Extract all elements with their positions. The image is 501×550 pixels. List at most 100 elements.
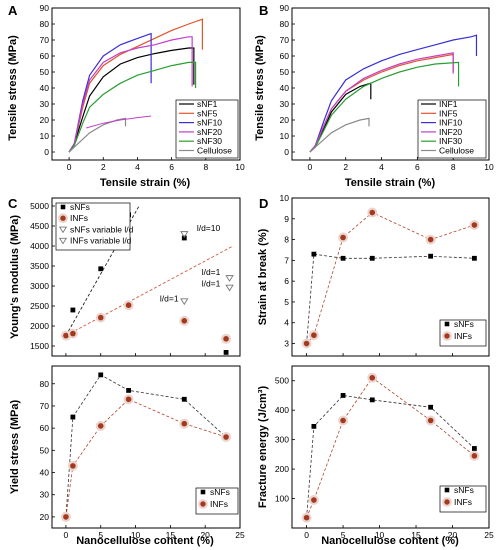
data-point-INFs [125, 396, 132, 403]
data-point-INFs variable l/d [225, 284, 234, 292]
series-line-INFs [306, 212, 475, 344]
y-tick-label: 10 [280, 193, 290, 203]
series-line-INF30 [309, 61, 460, 153]
legend-label: Cellulose [439, 146, 474, 156]
x-tick-label: 10 [235, 162, 245, 172]
series-line-sNFs [65, 374, 227, 517]
data-point-INFs variable l/d [225, 275, 234, 282]
data-point-INFs [223, 434, 229, 440]
x-tick-label: 15 [411, 530, 421, 540]
x-tick-label: 25 [235, 530, 245, 540]
series-line-sNF20 [68, 36, 193, 153]
series-line-Cellulose [68, 117, 127, 153]
data-point-sNFs [472, 255, 477, 261]
data-point-INFs variable l/d [180, 298, 189, 306]
y-tick-label: 40 [40, 468, 50, 478]
plot-frame [51, 365, 241, 529]
panel-letter: C [8, 196, 18, 211]
data-point-sNFs [98, 266, 104, 272]
panel-5: 100 200 300 400 500 0 5 10 15 20 25 Nanocellulose c… [257, 365, 494, 547]
legend-box [175, 99, 239, 159]
y-axis-title: Tensile stress (MPa) [254, 35, 266, 141]
legend: sNFs INFs [195, 487, 239, 515]
legend-marker-INFs [444, 333, 450, 339]
y-tick-label: 0 [44, 147, 49, 157]
x-tick-label: 0 [308, 162, 313, 172]
data-point-INFs [70, 463, 76, 469]
legend-label: sNF20 [197, 127, 222, 137]
x-tick-label: 5 [98, 530, 103, 540]
x-tick-label: 2 [343, 162, 348, 172]
legend-label: INF20 [439, 127, 462, 137]
legend-label: sNFs [70, 202, 90, 212]
x-tick-label: 10 [484, 162, 494, 172]
legend-marker-sNFs variable l/d [58, 226, 68, 234]
series-line-sNF1 [68, 47, 195, 153]
x-axis-title: Nanocellulose content (%) [321, 535, 459, 547]
y-tick-label: 50 [40, 445, 50, 455]
data-point-sNFs [340, 393, 346, 398]
data-point-INFs [340, 417, 346, 424]
plot-frame [291, 365, 490, 529]
data-point-INFs [63, 332, 69, 339]
legend-label: sNF30 [197, 136, 222, 146]
legend-label: sNF1 [197, 99, 218, 109]
legend-marker-sNFs [444, 321, 450, 327]
legend-label: INF10 [439, 118, 462, 128]
panel-1: 0 10 20 30 40 50 60 70 80 90 0 2 4 6 8 10 Tensile strain… [254, 3, 494, 189]
panel-2: 1500 2000 2500 3000 3500 4000 4500 5000 Young's … [8, 196, 241, 357]
data-point-sNFs [181, 396, 187, 402]
data-point-sNFs [70, 414, 76, 420]
x-tick-label: 5 [341, 530, 346, 540]
data-point-INFs [125, 302, 132, 309]
legend-label: INF30 [439, 136, 462, 146]
annotation-label: l/d=1 [202, 278, 221, 288]
y-axis-title: Young's modulus (MPa) [9, 215, 21, 339]
legend-label: sNFs [210, 487, 230, 497]
y-tick-label: 5 [284, 297, 289, 307]
y-tick-label: 60 [280, 51, 290, 61]
legend-box [417, 99, 487, 159]
data-point-sNFs [472, 446, 477, 451]
y-tick-label: 70 [280, 35, 290, 45]
y-tick-label: 20 [280, 115, 290, 125]
series-line-sNF10 [68, 32, 152, 153]
data-point-INFs [97, 314, 104, 321]
data-point-sNFs [70, 307, 76, 313]
panel-letter: D [259, 196, 268, 211]
legend: sNFs INFs [439, 319, 487, 347]
y-tick-label: 4 [284, 318, 289, 328]
data-point-INFs [223, 336, 229, 342]
series-line-INF20 [309, 52, 454, 153]
y-tick-label: 0 [284, 147, 289, 157]
series-line-INF10 [309, 34, 478, 153]
legend-label: INF5 [439, 108, 458, 118]
y-tick-label: 40 [280, 83, 290, 93]
x-tick-label: 0 [64, 530, 69, 540]
y-tick-label: 80 [280, 19, 290, 29]
legend-label: sNFs [454, 485, 474, 495]
legend-marker-sNFs [60, 204, 66, 210]
series-overlay [86, 115, 152, 129]
x-tick-label: 8 [203, 162, 208, 172]
data-point-sNFs [311, 423, 317, 429]
y-tick-label: 50 [40, 67, 50, 77]
y-tick-label: 80 [40, 379, 50, 389]
data-point-sNFs [369, 397, 375, 403]
y-tick-label: 1500 [30, 341, 49, 351]
data-point-sNFs [340, 255, 346, 261]
y-tick-label: 400 [275, 405, 289, 415]
data-point-INFs [427, 417, 434, 424]
data-point-INFs [471, 453, 478, 459]
x-tick-label: 6 [169, 162, 174, 172]
legend-label: INF1 [439, 99, 458, 109]
plot-frame [51, 197, 241, 357]
legend-label: INFs [210, 499, 228, 509]
legend-box [55, 202, 131, 251]
y-tick-label: 20 [40, 512, 50, 522]
x-axis-title: Nanocellulose content (%) [76, 535, 214, 547]
series-line-INFs [65, 398, 227, 517]
